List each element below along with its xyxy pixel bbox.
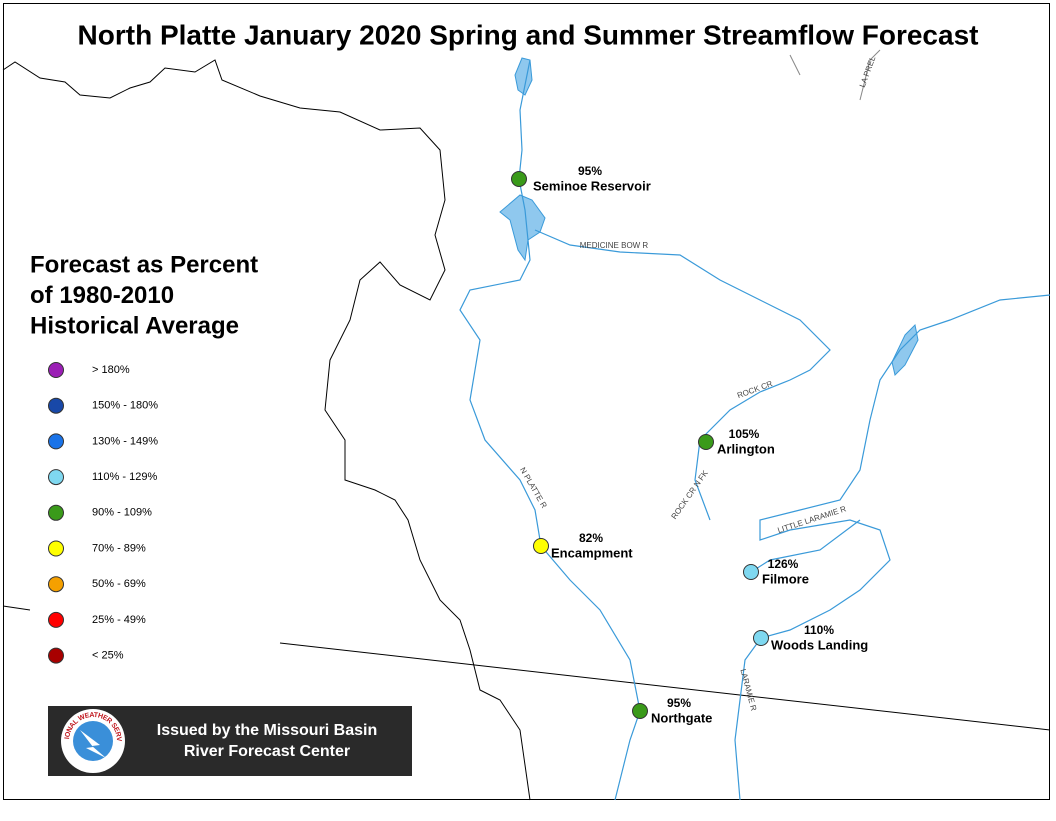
banner-line: River Forecast Center [184, 743, 350, 760]
station-percent: 95% [667, 696, 691, 710]
river [459, 59, 641, 801]
station-marker [533, 538, 549, 554]
station-marker [698, 434, 714, 450]
station-percent: 110% [804, 623, 834, 637]
boundary [279, 642, 1051, 731]
legend-label: 150% - 180% [92, 400, 158, 412]
legend-title: Historical Average [30, 312, 239, 339]
station-percent: 105% [729, 427, 760, 441]
boundary [2, 605, 31, 611]
legend-label: 110% - 129% [92, 471, 157, 483]
station-marker [753, 630, 769, 646]
legend-label: 25% - 49% [92, 614, 146, 626]
legend-title: of 1980-2010 [30, 282, 174, 309]
legend-symbol [48, 362, 64, 378]
logo-bolt [80, 730, 106, 758]
station-marker [511, 171, 527, 187]
station-percent: 95% [578, 164, 602, 178]
legend-label: 130% - 149% [92, 435, 158, 447]
legend-symbol [48, 647, 64, 664]
station-name: Filmore [762, 571, 809, 586]
river [750, 519, 861, 573]
station-marker [743, 564, 759, 580]
legend-label: > 180% [92, 364, 130, 376]
banner-line: Issued by the Missouri Basin [157, 722, 378, 739]
station-name: Encampment [551, 545, 633, 560]
station-name: Woods Landing [771, 637, 868, 652]
legend-symbol [48, 611, 64, 628]
legend-symbol [48, 469, 64, 486]
frame [3, 3, 1050, 800]
station-name: Northgate [651, 710, 712, 725]
station-percent: 126% [768, 557, 799, 571]
station-percent: 82% [579, 531, 603, 545]
legend-label: < 25% [92, 650, 124, 662]
station-marker [632, 703, 648, 719]
river [534, 229, 831, 521]
legend-label: 70% - 89% [92, 542, 146, 554]
legend-symbol [48, 504, 64, 521]
stations: 95%Seminoe Reservoir105%Arlington82%Enca… [511, 164, 868, 725]
station-name: Seminoe Reservoir [533, 178, 651, 193]
road [789, 49, 881, 101]
legend-title: Forecast as Percent [30, 251, 258, 278]
legend-symbol [48, 576, 64, 593]
station-name: Arlington [717, 441, 775, 456]
legend: Forecast as Percent of 1980-2010 Historica… [30, 251, 258, 664]
legend-symbol [48, 397, 64, 414]
legend-symbol [48, 433, 64, 450]
boundary [2, 59, 531, 801]
river-label: MEDICINE BOW R [580, 241, 649, 250]
legend-label: 90% - 109% [92, 507, 152, 519]
legend-label: 50% - 69% [92, 578, 146, 590]
title: North Platte January 2020 Spring and Sum… [78, 19, 979, 50]
legend-symbol [48, 540, 64, 557]
reservoir [499, 194, 546, 262]
